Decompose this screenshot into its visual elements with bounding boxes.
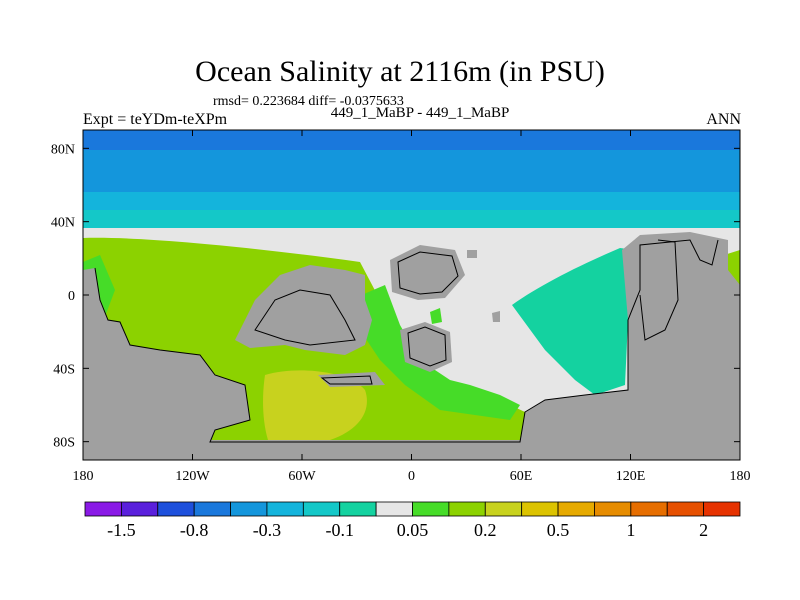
y-tick-label: 40S (53, 362, 75, 377)
colorbar-label: 1 (626, 520, 635, 540)
band-north-low (83, 210, 740, 230)
colorbar-box (557, 501, 595, 517)
colorbar-box (230, 501, 268, 517)
coastline-central (254, 289, 356, 346)
season-label: ANN (706, 111, 741, 128)
map-field (83, 130, 740, 460)
coastline-strip (320, 375, 373, 385)
x-tick-label: 120W (175, 469, 210, 484)
band-north-mid (83, 192, 740, 212)
rmsd-diff-stats: rmsd= 0.223684 diff= -0.0375633 (213, 94, 404, 109)
y-tick-label: 80S (53, 436, 75, 451)
colorbar-label: 0.5 (547, 520, 570, 540)
colorbar-box (266, 501, 304, 517)
x-tick-label: 0 (408, 469, 415, 484)
coastlines (94, 239, 719, 443)
coastline-west (94, 239, 719, 443)
colorbar-box (193, 501, 231, 517)
colorbar-label: -0.3 (253, 520, 282, 540)
green-island (430, 308, 442, 324)
y-axis-ticks: 80N 40N 0 40S 80S (51, 142, 740, 451)
y-tick-label: 0 (68, 289, 75, 304)
colorbar: -1.5 -0.8 -0.3 -0.1 0.05 0.2 0.5 1 2 (84, 501, 741, 540)
land-small-isle (492, 311, 500, 322)
green-accent-east (350, 285, 520, 420)
colorbar-box (666, 501, 705, 517)
colorbar-label: 0.2 (474, 520, 497, 540)
colorbar-box (703, 501, 741, 517)
colorbar-label: 2 (699, 520, 708, 540)
y-tick-label: 40N (51, 216, 75, 231)
colorbar-box (302, 501, 341, 517)
colorbar-box (84, 501, 122, 517)
southern-pool (263, 370, 367, 440)
y-tick-label: 80N (51, 142, 75, 157)
coastline-east (639, 239, 679, 341)
x-axis-ticks: 180 120W 60W 0 60E 120E 180 (73, 130, 751, 484)
chart-title: Ocean Salinity at 2116m (in PSU) (195, 55, 605, 88)
indian-basin-region (512, 248, 635, 395)
colorbar-label: 0.05 (397, 520, 429, 540)
experiment-label: Expt = teYDm-teXPm (83, 111, 228, 128)
colorbar-box (412, 501, 450, 517)
land-east-continent (520, 232, 740, 440)
land-small-isle-2 (467, 250, 477, 258)
period-label: 449_1_MaBP - 449_1_MaBP (330, 105, 510, 121)
colorbar-box (157, 501, 195, 517)
colorbar-box (521, 501, 559, 517)
land-island-north (390, 245, 465, 300)
colorbar-box (594, 501, 632, 517)
colorbar-box (484, 501, 523, 517)
colorbar-box (630, 501, 668, 517)
colorbar-box (375, 501, 413, 517)
band-arctic (83, 130, 740, 150)
coastline-island-north (397, 251, 459, 295)
x-tick-label: 180 (73, 469, 94, 484)
colorbar-label: -0.1 (325, 520, 354, 540)
land-west (83, 268, 250, 445)
land-central-continent (235, 265, 372, 355)
coastline-island-south (407, 326, 447, 367)
colorbar-box (120, 501, 159, 517)
colorbar-label: -1.5 (107, 520, 136, 540)
x-tick-label: 120E (616, 469, 646, 484)
x-tick-label: 180 (730, 469, 751, 484)
colorbar-box (339, 501, 377, 517)
land-south (83, 440, 740, 460)
x-tick-label: 60E (510, 469, 533, 484)
x-tick-label: 60W (288, 469, 316, 484)
colorbar-label: -0.8 (180, 520, 209, 540)
colorbar-box (448, 501, 486, 517)
